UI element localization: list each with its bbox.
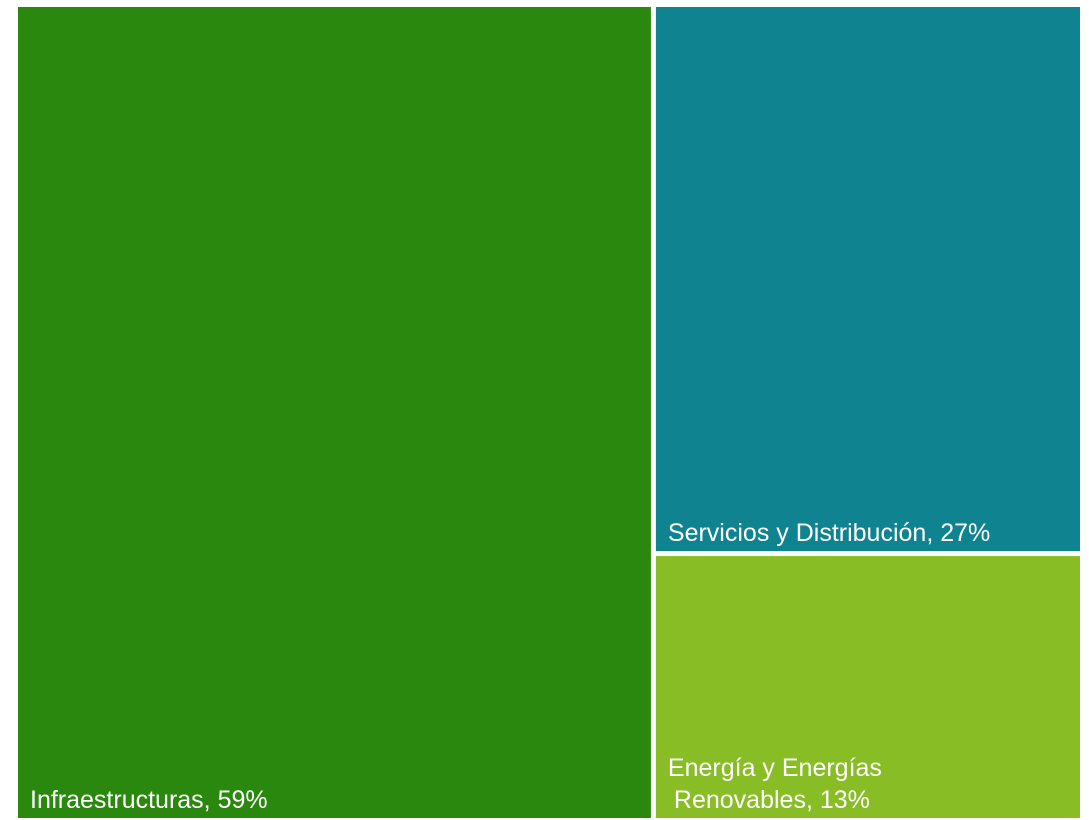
treemap-tiles: Infraestructuras, 59% Servicios y Distrib… xyxy=(18,7,1080,818)
tile-label-line: Infraestructuras, 59% xyxy=(30,786,268,814)
tile-label-line: Energía y Energías xyxy=(668,754,882,782)
tile-label-energia-y-energias-renovables: Energía y Energías Renovables, 13% xyxy=(668,754,882,814)
tile-infraestructuras xyxy=(18,7,651,818)
tile-label-infraestructuras: Infraestructuras, 59% xyxy=(30,786,268,814)
tile-energia-y-energias-renovables xyxy=(655,556,1080,818)
tile-label-line: Servicios y Distribución, 27% xyxy=(668,519,990,547)
tile-label-line: Renovables, 13% xyxy=(674,786,870,814)
tile-servicios-y-distribucion xyxy=(655,7,1080,552)
tile-label-servicios-y-distribucion: Servicios y Distribución, 27% xyxy=(668,519,990,547)
